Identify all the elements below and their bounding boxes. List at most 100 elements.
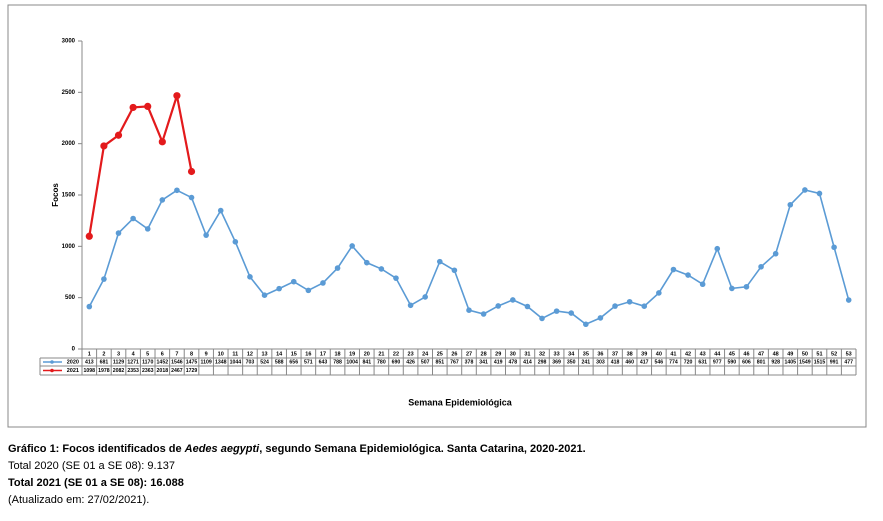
table-value: 1546: [171, 359, 183, 365]
data-point: [495, 303, 502, 309]
y-tick-label: 500: [65, 295, 76, 301]
data-point: [845, 297, 852, 303]
x-tick-label: 26: [451, 351, 457, 357]
x-tick-label: 24: [422, 351, 429, 357]
data-point: [422, 294, 428, 300]
table-value: 1170: [142, 359, 153, 365]
caption-text: Gráfico 1: Focos identificados de: [8, 443, 185, 455]
data-point: [130, 215, 136, 222]
x-tick-label: 15: [291, 351, 297, 357]
table-value: 2018: [157, 368, 169, 374]
data-point: [743, 283, 750, 290]
x-tick-label: 9: [205, 351, 208, 357]
data-point: [539, 315, 545, 322]
data-point: [831, 244, 837, 251]
table-value: 928: [771, 359, 780, 365]
data-point: [247, 274, 253, 280]
data-point: [86, 303, 93, 310]
x-tick-label: 18: [335, 351, 341, 357]
x-tick-label: 3: [117, 351, 120, 357]
table-value: 1271: [127, 359, 139, 365]
table-value: 2353: [127, 368, 139, 374]
x-tick-label: 13: [261, 351, 267, 357]
x-tick-label: 50: [802, 351, 808, 357]
table-value: 643: [319, 359, 328, 365]
data-point: [174, 187, 180, 194]
total-2020: Total 2020 (SE 01 a SE 08): 9.137: [8, 460, 175, 472]
x-tick-label: 29: [495, 351, 501, 357]
x-tick-label: 21: [378, 351, 384, 357]
data-point: [699, 281, 706, 288]
table-value: 303: [596, 359, 605, 365]
table-value: 417: [640, 359, 649, 365]
data-point: [772, 250, 779, 257]
table-value: 788: [333, 359, 342, 365]
table-value: 681: [100, 359, 109, 365]
x-tick-label: 45: [729, 351, 735, 357]
table-value: 588: [275, 359, 284, 365]
table-value: 977: [713, 359, 722, 365]
data-point: [568, 310, 575, 316]
table-value: 631: [698, 359, 707, 365]
x-tick-label: 52: [831, 351, 837, 357]
x-tick-label: 16: [305, 351, 311, 357]
table-value: 1405: [785, 359, 797, 365]
data-point: [349, 243, 355, 249]
x-tick-label: 10: [218, 351, 224, 357]
x-tick-label: 34: [568, 351, 575, 357]
data-point: [320, 280, 326, 286]
x-tick-label: 32: [539, 351, 545, 357]
table-value: 606: [742, 359, 751, 365]
table-value: 1475: [186, 359, 198, 365]
table-value: 703: [246, 359, 255, 365]
x-tick-label: 12: [247, 351, 253, 357]
data-point: [217, 207, 224, 214]
x-axis-title: Semana Epidemiológica: [408, 397, 513, 407]
data-point: [802, 187, 808, 193]
data-point: [524, 303, 531, 310]
x-tick-label: 7: [175, 351, 178, 357]
data-point: [597, 315, 604, 321]
data-point: [510, 297, 516, 303]
x-tick-label: 5: [146, 351, 149, 357]
x-tick-label: 2: [102, 351, 105, 357]
table-value: 414: [523, 359, 532, 365]
data-point: [393, 275, 399, 281]
x-tick-label: 47: [758, 351, 764, 357]
table-value: 2363: [142, 368, 154, 374]
table-value: 369: [552, 359, 561, 365]
table-value: 419: [494, 359, 503, 365]
table-value: 418: [611, 359, 620, 365]
data-point: [626, 298, 633, 305]
x-tick-label: 11: [232, 351, 238, 357]
x-tick-label: 37: [612, 351, 618, 357]
x-tick-label: 33: [554, 351, 560, 357]
x-tick-label: 6: [161, 351, 164, 357]
table-value: 841: [362, 359, 371, 365]
x-tick-label: 40: [656, 351, 662, 357]
data-point: [115, 230, 122, 236]
x-tick-label: 27: [466, 351, 472, 357]
data-point: [114, 131, 123, 139]
data-point: [656, 290, 662, 296]
data-point: [685, 272, 691, 278]
caption: Gráfico 1: Focos identificados de Aedes …: [8, 443, 586, 455]
caption-species: Aedes aegypti: [184, 443, 260, 455]
data-point: [407, 302, 414, 309]
data-point: [670, 266, 677, 273]
y-axis-title: Focos: [51, 183, 60, 207]
x-tick-label: 20: [364, 351, 370, 357]
data-point: [261, 292, 268, 299]
table-value: 851: [435, 359, 444, 365]
table-value: 991: [830, 359, 839, 365]
x-tick-label: 46: [743, 351, 749, 357]
table-value: 2082: [113, 368, 125, 374]
data-point: [158, 138, 166, 146]
x-tick-label: 49: [787, 351, 793, 357]
data-point: [363, 259, 370, 266]
x-tick-label: 43: [700, 351, 706, 357]
x-tick-label: 39: [641, 351, 647, 357]
table-value: 478: [508, 359, 517, 365]
data-point: [290, 278, 297, 285]
